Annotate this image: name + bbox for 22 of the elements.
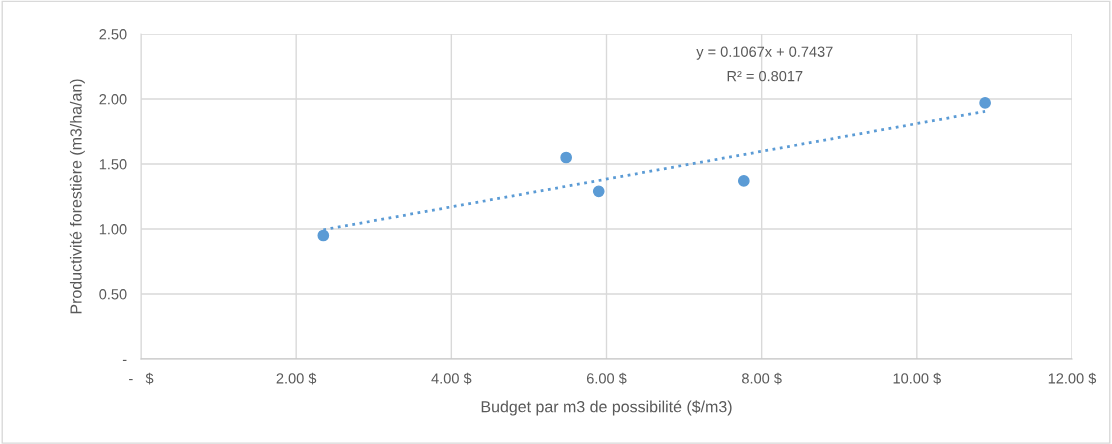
point bbox=[560, 151, 573, 164]
point bbox=[737, 175, 750, 187]
x-tick-label: - $ bbox=[129, 372, 154, 385]
y-tick-label: 1.50 bbox=[99, 159, 127, 170]
x-tick-label: 12.00 $ bbox=[1048, 372, 1097, 385]
point bbox=[592, 185, 605, 198]
y-tick-label: 0.50 bbox=[99, 289, 127, 300]
y-tick-label: 1.00 bbox=[99, 224, 127, 235]
y-axis-title: Productivité forestière (m3/ha/an) bbox=[69, 79, 85, 314]
point bbox=[317, 229, 330, 242]
x-tick-label: 10.00 $ bbox=[893, 372, 941, 385]
x-tick-label: 6.00 $ bbox=[586, 372, 627, 385]
y-tick-label: 2.00 bbox=[99, 94, 127, 105]
x-tick-label: 4.00 $ bbox=[431, 372, 472, 385]
annotation: y = 0.1067x + 0.7437 bbox=[696, 46, 833, 60]
y-tick-label: 2.50 bbox=[99, 29, 127, 40]
x-tick-label: 8.00 $ bbox=[742, 372, 782, 385]
x-tick-label: 2.00 $ bbox=[276, 372, 317, 385]
annotation: R² = 0.8017 bbox=[727, 70, 803, 82]
x-axis-title: Budget par m3 de possibilité ($/m3) bbox=[481, 400, 732, 416]
point bbox=[979, 97, 991, 109]
y-tick-label: - bbox=[122, 359, 127, 361]
